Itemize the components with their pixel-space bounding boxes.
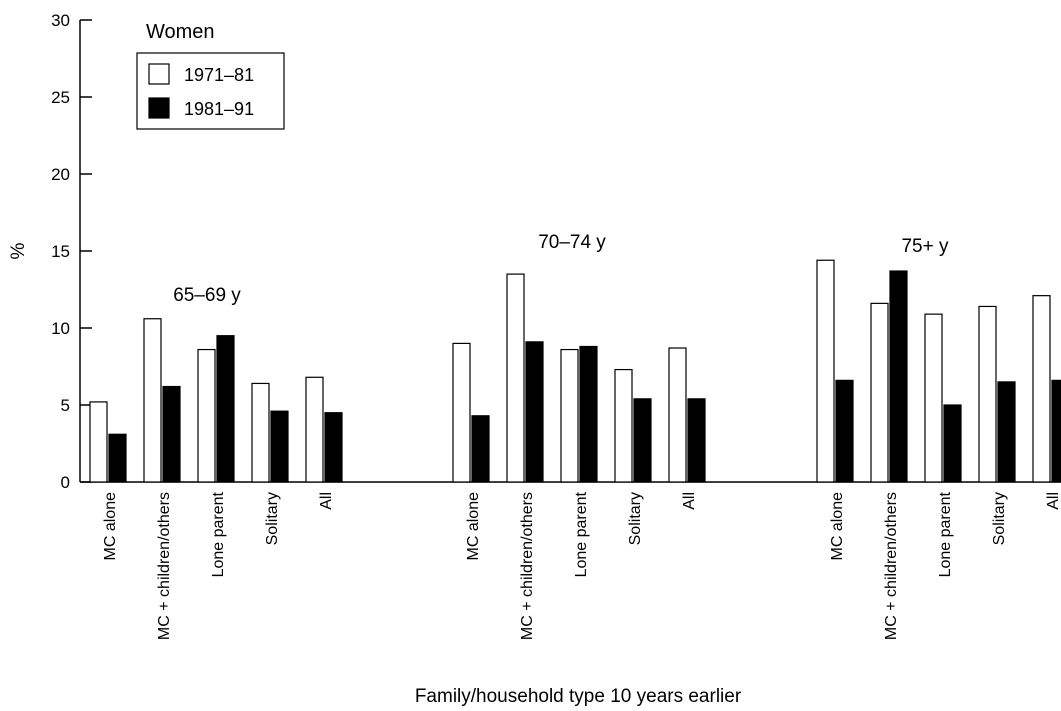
category-label: MC + children/others xyxy=(156,492,173,640)
bar-1981-91 xyxy=(579,345,598,483)
bar-1971-81 xyxy=(978,305,997,483)
bar-1971-81 xyxy=(452,342,471,483)
legend-entry-label: 1981–91 xyxy=(184,99,254,119)
bar-1981-91 xyxy=(108,433,127,483)
bar-1981-91 xyxy=(633,398,652,483)
y-tick-label: 5 xyxy=(61,396,70,415)
legend-swatch xyxy=(148,63,170,85)
legend-entry-label: 1971–81 xyxy=(184,65,254,85)
bar-1971-81 xyxy=(614,368,633,483)
bar-1981-91 xyxy=(943,404,962,483)
group-label: 75+ y xyxy=(901,236,949,257)
bar-1981-91 xyxy=(997,381,1016,483)
bar-1971-81 xyxy=(89,401,108,483)
y-tick-label: 15 xyxy=(51,242,70,261)
bar-1971-81 xyxy=(560,348,579,483)
y-tick-label: 10 xyxy=(51,319,70,338)
labels: % Family/household type 10 years earlier M… xyxy=(8,232,1061,707)
bar-1981-91 xyxy=(525,341,544,483)
x-axis-title: Family/household type 10 years earlier xyxy=(415,686,742,707)
category-label: MC alone xyxy=(465,492,482,561)
category-label: Lone parent xyxy=(573,491,590,577)
category-label: MC + children/others xyxy=(519,492,536,640)
bar-1971-81 xyxy=(251,382,270,483)
category-label: All xyxy=(318,492,335,510)
group-label: 65–69 y xyxy=(173,285,241,306)
group-label: 70–74 y xyxy=(538,232,606,253)
bar-1981-91 xyxy=(889,270,908,483)
bar-1971-81 xyxy=(816,259,835,483)
bar-1971-81 xyxy=(143,318,162,483)
bar-1971-81 xyxy=(305,376,324,483)
bar-1981-91 xyxy=(270,410,289,483)
y-tick-label: 25 xyxy=(51,88,70,107)
category-label: All xyxy=(681,492,698,510)
category-label: MC + children/others xyxy=(883,492,900,640)
y-tick-label: 30 xyxy=(51,11,70,30)
category-label: MC alone xyxy=(829,492,846,561)
y-tick-label: 20 xyxy=(51,165,70,184)
bar-1971-81 xyxy=(870,302,889,483)
y-axis-title: % xyxy=(8,242,29,259)
category-label: Solitary xyxy=(264,492,281,545)
bar-1981-91 xyxy=(324,412,343,483)
bar-1981-91 xyxy=(162,385,181,483)
legend-title: Women xyxy=(146,21,215,43)
legend-swatch xyxy=(148,97,170,119)
category-label: Solitary xyxy=(627,492,644,545)
bar-1981-91 xyxy=(687,398,706,483)
bar-1981-91 xyxy=(471,415,490,483)
y-tick-label: 0 xyxy=(61,473,70,492)
bar-1971-81 xyxy=(197,348,216,483)
category-label: Lone parent xyxy=(937,491,954,577)
category-label: Lone parent xyxy=(210,491,227,577)
bar-1981-91 xyxy=(835,379,854,483)
bar-1981-91 xyxy=(1051,379,1061,483)
category-label: MC alone xyxy=(102,492,119,561)
bars xyxy=(89,259,1061,483)
bar-1971-81 xyxy=(924,313,943,483)
bar-1981-91 xyxy=(216,335,235,483)
category-label: All xyxy=(1045,492,1061,510)
bar-1971-81 xyxy=(506,273,525,483)
legend: Women 1971–81 1981–91 xyxy=(136,21,285,130)
bar-1971-81 xyxy=(668,347,687,483)
bar-1971-81 xyxy=(1032,295,1051,483)
category-label: Solitary xyxy=(991,492,1008,545)
